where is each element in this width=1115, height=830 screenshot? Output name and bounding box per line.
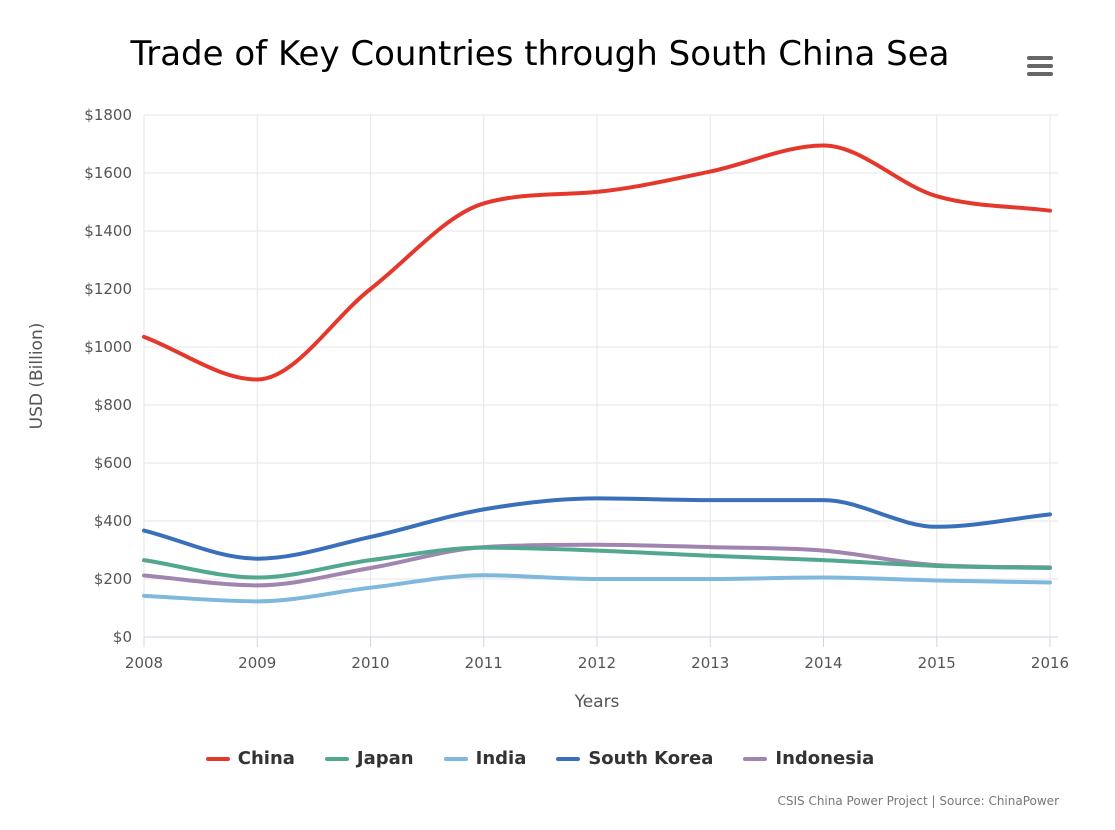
- y-tick-label: $1200: [84, 280, 132, 298]
- series-line-india[interactable]: [142, 573, 1052, 604]
- x-tick-label: 2014: [804, 654, 842, 672]
- x-tick-label: 2008: [125, 654, 163, 672]
- y-tick-label: $400: [94, 512, 132, 530]
- y-tick-label: $600: [94, 454, 132, 472]
- x-tick-label: 2010: [351, 654, 389, 672]
- legend-swatch: [743, 756, 768, 761]
- x-axis-label: Years: [574, 692, 620, 712]
- series-line-south-korea[interactable]: [142, 496, 1052, 561]
- y-tick-label: $1000: [84, 338, 132, 356]
- series-line-indonesia[interactable]: [142, 542, 1052, 588]
- x-tick-label: 2012: [578, 654, 616, 672]
- series-line-japan[interactable]: [142, 545, 1052, 580]
- y-tick-label: $200: [94, 570, 132, 588]
- x-axis-ticks: 2008 2009 2010 2011 2012 2013 2014 2015 2016: [125, 654, 1069, 672]
- x-tick-label: 2011: [465, 654, 503, 672]
- legend-label: South Korea: [588, 748, 714, 769]
- legend-item-south-korea[interactable]: South Korea: [556, 748, 713, 769]
- y-tick-label: $800: [94, 396, 132, 414]
- legend-item-india[interactable]: India: [443, 748, 527, 769]
- x-tick-label: 2009: [238, 654, 276, 672]
- legend: China Japan India South Korea Indonesia: [0, 748, 1080, 769]
- x-tick-label: 2016: [1031, 654, 1069, 672]
- x-tick-label: 2015: [918, 654, 956, 672]
- chart-title: Trade of Key Countries through South Chi…: [130, 34, 950, 74]
- legend-swatch: [324, 756, 349, 761]
- legend-label: China: [237, 748, 295, 769]
- legend-label: Indonesia: [775, 748, 875, 769]
- legend-swatch: [443, 756, 468, 761]
- x-tick-label: 2013: [691, 654, 729, 672]
- legend-item-indonesia[interactable]: Indonesia: [743, 748, 874, 769]
- legend-label: Japan: [356, 748, 414, 769]
- y-tick-label: $1800: [84, 106, 132, 124]
- y-axis-label: USD (Billion): [27, 323, 47, 430]
- legend-swatch: [205, 756, 230, 761]
- y-tick-label: $1400: [84, 222, 132, 240]
- legend-label: India: [475, 748, 527, 769]
- y-axis-ticks: $0 $200 $400 $600 $800 $1000 $1200 $1400 $1600 $1…: [84, 106, 132, 646]
- series-lines: [142, 143, 1052, 604]
- y-tick-label: $1600: [84, 164, 132, 182]
- legend-swatch: [556, 756, 581, 761]
- y-tick-label: $0: [113, 628, 132, 646]
- series-line-china[interactable]: [142, 143, 1052, 382]
- hamburger-menu-icon[interactable]: [1024, 52, 1056, 80]
- legend-item-japan[interactable]: Japan: [324, 748, 414, 769]
- credits-text: CSIS China Power Project | Source: China…: [777, 794, 1059, 808]
- legend-item-china[interactable]: China: [205, 748, 295, 769]
